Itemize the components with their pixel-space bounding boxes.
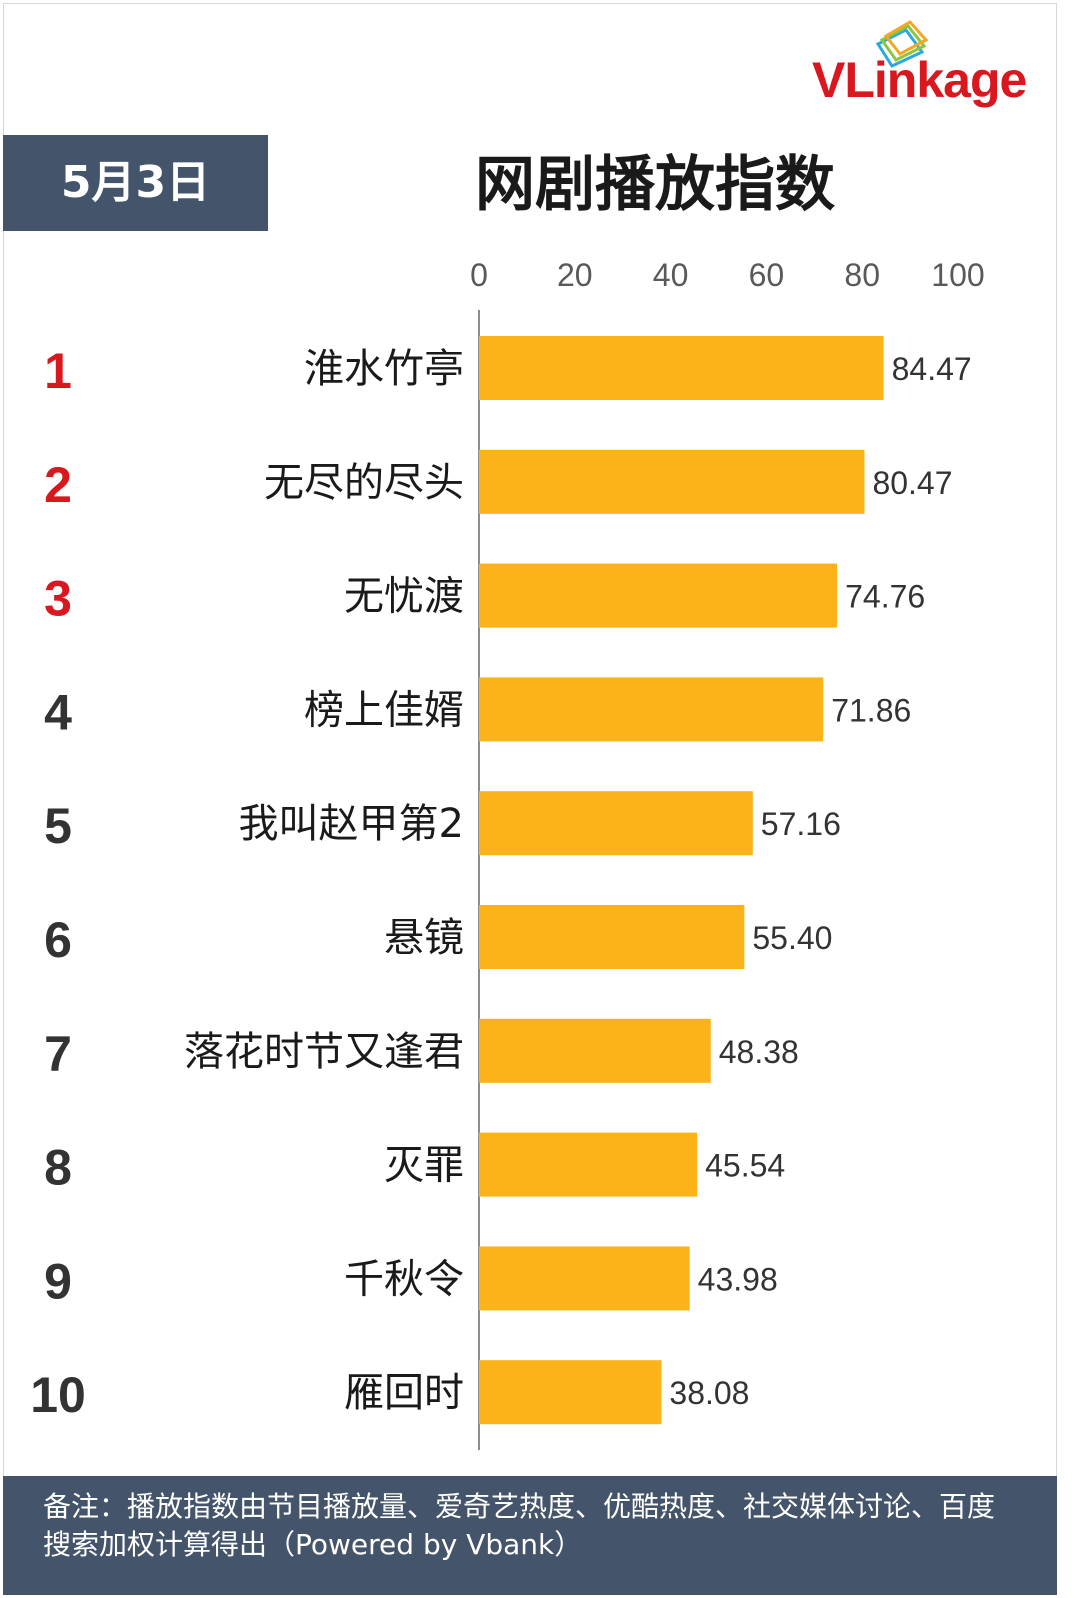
bar bbox=[479, 1246, 690, 1311]
data-label: 43.98 bbox=[698, 1261, 778, 1297]
category-label: 灭罪 bbox=[384, 1143, 464, 1189]
category-label: 千秋令 bbox=[344, 1256, 464, 1302]
x-tick-label: 40 bbox=[653, 257, 689, 293]
category-label: 我叫赵甲第2 bbox=[239, 801, 464, 847]
rank-number: 8 bbox=[44, 1140, 72, 1196]
category-label: 无忧渡 bbox=[344, 574, 464, 620]
data-label: 84.47 bbox=[892, 351, 972, 387]
page-title: 网剧播放指数 bbox=[475, 150, 835, 220]
layered-cards-logo-icon bbox=[875, 20, 929, 68]
data-label: 71.86 bbox=[831, 692, 911, 728]
bar bbox=[479, 563, 838, 628]
data-label: 80.47 bbox=[872, 465, 952, 501]
data-label: 74.76 bbox=[845, 579, 925, 615]
category-label: 淮水竹亭 bbox=[304, 346, 464, 392]
data-label: 45.54 bbox=[705, 1148, 785, 1184]
rank-number: 6 bbox=[44, 912, 72, 968]
footer-note-text: 备注：播放指数由节目播放量、爱奇艺热度、优酷热度、社交媒体讨论、百度搜索加权计算… bbox=[43, 1490, 996, 1561]
bar bbox=[479, 905, 745, 969]
category-label: 雁回时 bbox=[344, 1370, 464, 1416]
category-label: 落花时节又逢君 bbox=[184, 1029, 464, 1075]
bar bbox=[479, 449, 865, 514]
footer-note: 备注：播放指数由节目播放量、爱奇艺热度、优酷热度、社交媒体讨论、百度搜索加权计算… bbox=[3, 1476, 1057, 1595]
bar-chart: 0 20 40 60 80 100 84.47 淮水竹亭 1 80.47 无尽的尽头 2 74.76 无忧… bbox=[30, 257, 985, 1450]
data-label: 55.40 bbox=[752, 920, 832, 956]
x-tick-label: 100 bbox=[931, 257, 984, 293]
data-label: 48.38 bbox=[719, 1034, 799, 1070]
x-tick-label: 80 bbox=[844, 257, 880, 293]
date-badge: 5月3日 bbox=[3, 135, 268, 231]
rank-number: 9 bbox=[44, 1253, 72, 1309]
data-label: 38.08 bbox=[669, 1375, 749, 1411]
x-tick-label: 0 bbox=[470, 257, 488, 293]
bar bbox=[479, 1132, 698, 1197]
rank-number: 5 bbox=[44, 798, 72, 854]
rank-number: 2 bbox=[44, 457, 72, 513]
data-label: 57.16 bbox=[761, 806, 841, 842]
rank-number: 10 bbox=[30, 1367, 86, 1423]
bar bbox=[479, 1018, 711, 1083]
bar bbox=[479, 677, 824, 742]
rank-number: 3 bbox=[44, 571, 72, 627]
rank-number: 1 bbox=[44, 343, 72, 399]
category-label: 悬镜 bbox=[384, 915, 464, 961]
brand-logo-text: VLinkage bbox=[812, 52, 1027, 108]
rank-number: 4 bbox=[44, 684, 72, 740]
rank-number: 7 bbox=[44, 1026, 72, 1082]
x-tick-label: 60 bbox=[749, 257, 785, 293]
x-tick-label: 20 bbox=[557, 257, 593, 293]
bar bbox=[479, 336, 884, 400]
category-label: 无尽的尽头 bbox=[264, 460, 464, 506]
bar bbox=[479, 1360, 662, 1425]
bar bbox=[479, 791, 753, 856]
date-label: 5月3日 bbox=[60, 157, 211, 208]
category-label: 榜上佳婿 bbox=[304, 687, 464, 733]
